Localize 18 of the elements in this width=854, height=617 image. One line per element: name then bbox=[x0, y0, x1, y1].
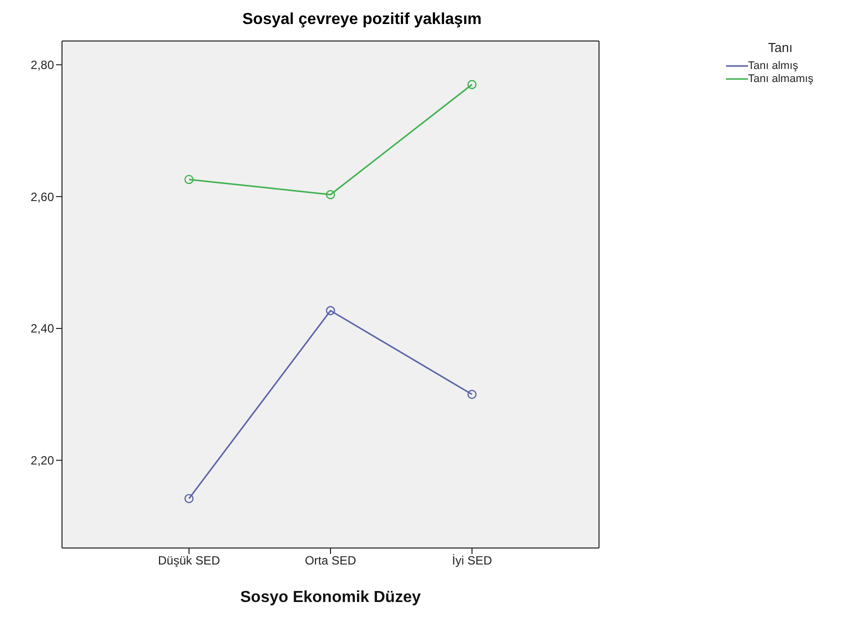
y-tick-label: 2,80 bbox=[30, 58, 54, 72]
y-tick-label: 2,60 bbox=[30, 190, 54, 204]
y-tick-label: 2,40 bbox=[30, 322, 54, 336]
x-tick-label: İyi SED bbox=[452, 554, 492, 568]
point bbox=[467, 80, 477, 90]
point bbox=[326, 306, 336, 316]
point bbox=[467, 390, 477, 399]
legend-label: Tanı almamış bbox=[748, 72, 814, 84]
legend-title: Tanı bbox=[768, 40, 794, 55]
chart-title: Sosyal çevreye pozitif yaklaşım bbox=[241, 10, 483, 30]
y-tick-label: 2,20 bbox=[30, 454, 54, 468]
x-tick-label: Orta SED bbox=[304, 554, 356, 568]
point bbox=[326, 190, 336, 200]
point bbox=[184, 494, 194, 504]
x-axis-title: Sosyo Ekonomik Düzey bbox=[240, 589, 421, 606]
legend-label: Tanı almış bbox=[748, 60, 798, 72]
x-tick-label: Düşük SED bbox=[158, 554, 220, 568]
point bbox=[184, 174, 194, 184]
